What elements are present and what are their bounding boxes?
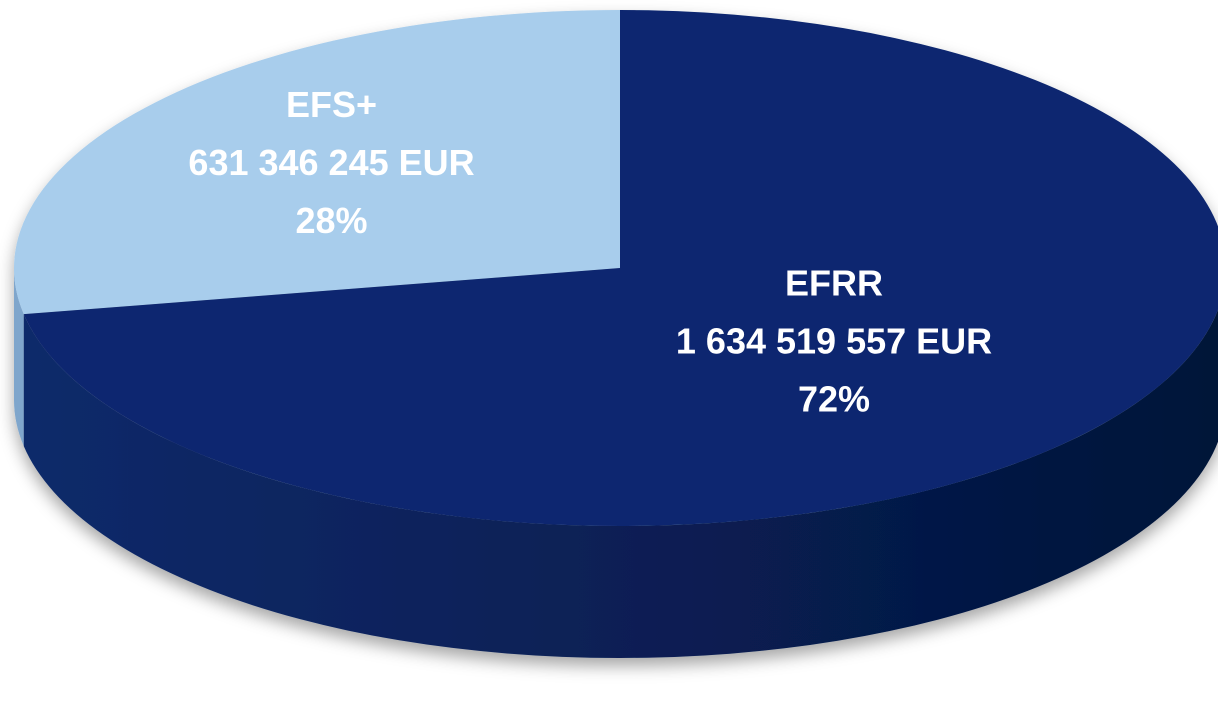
slice-percent: 28% [296, 200, 368, 241]
slice-value: 1 634 519 557 EUR [676, 321, 992, 362]
slice-category: EFRR [785, 263, 883, 304]
labels: EFS+ 631 346 245 EUR 28% EFRR 1 634 519 557 … [188, 84, 992, 420]
slice-value: 631 346 245 EUR [188, 142, 474, 183]
slice-percent: 72% [798, 379, 870, 420]
slice-category: EFS+ [286, 84, 377, 125]
slice-side [23, 309, 1218, 658]
slice [13, 10, 621, 315]
pie [13, 10, 1218, 658]
slice [23, 10, 1218, 526]
slice-side [14, 268, 24, 447]
